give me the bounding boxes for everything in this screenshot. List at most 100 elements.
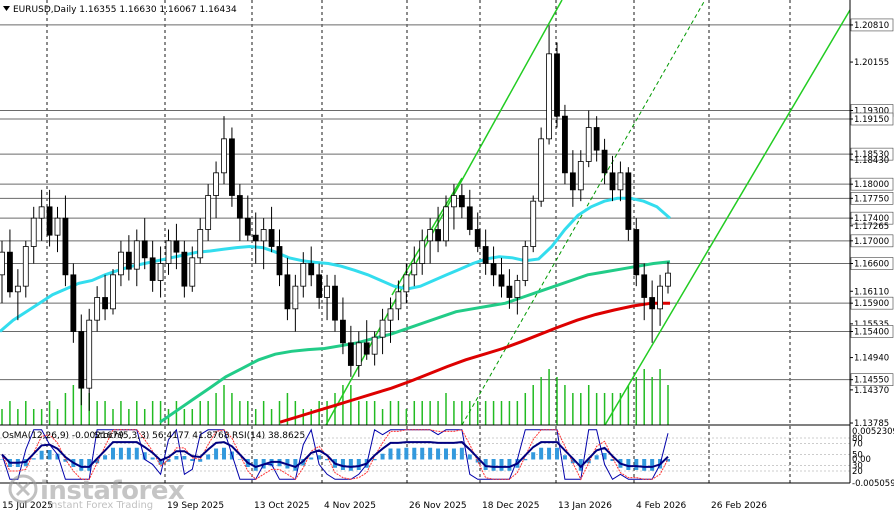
osma-histogram-bar <box>634 459 639 470</box>
osma-histogram-bar <box>103 455 108 460</box>
candle-body <box>54 217 61 236</box>
candle-body <box>577 161 584 191</box>
price-tick-label: 1.18000 <box>854 180 889 190</box>
time-tick-label: 19 Sep 2025 <box>167 501 224 511</box>
candle-body <box>498 274 505 287</box>
osma-histogram-bar <box>578 459 583 471</box>
osma-histogram-bar <box>404 447 409 460</box>
osma-histogram-bar <box>317 455 322 460</box>
candle-body <box>617 172 624 191</box>
rsi-label: RSI(14) 38.8625 <box>232 431 305 441</box>
trend-line-mid <box>461 0 706 426</box>
candle-body <box>141 240 148 259</box>
candle-body <box>308 263 315 276</box>
osma-histogram-bar <box>388 448 393 460</box>
candle-body <box>125 251 132 270</box>
moving-average-line <box>0 196 671 333</box>
candle-body <box>38 206 45 219</box>
osma-histogram-bar <box>253 459 258 471</box>
osma-histogram-bar <box>174 456 179 460</box>
osma-histogram-bar <box>483 459 488 470</box>
candle-body <box>7 251 13 293</box>
symbol-header: EURUSD,Daily 1.16355 1.16630 1.16067 1.1… <box>13 5 237 15</box>
osma-histogram-bar <box>79 459 84 471</box>
candle-body <box>46 206 53 236</box>
osma-histogram-bar <box>142 452 147 460</box>
candle-body <box>554 53 560 117</box>
time-tick-label: 13 Jan 2026 <box>558 501 612 511</box>
candle-body <box>387 308 394 321</box>
candle-body <box>0 251 5 276</box>
candle-body <box>379 319 386 338</box>
osma-histogram-bar <box>562 455 567 460</box>
candle-body <box>665 272 671 287</box>
osma-histogram-bar <box>0 459 4 460</box>
price-tick-label: 1.16110 <box>854 287 889 297</box>
candle-body <box>181 251 188 287</box>
price-tick-label: 1.18430 <box>854 156 889 166</box>
osma-histogram-bar <box>63 459 68 462</box>
price-tick-label: 1.14940 <box>854 354 889 364</box>
time-tick-label: 26 Nov 2025 <box>409 501 467 511</box>
osma-histogram-bar <box>420 447 425 460</box>
time-tick-label: 13 Oct 2025 <box>254 501 310 511</box>
moving-average-line <box>279 301 670 424</box>
candle-body <box>649 297 656 310</box>
candle-body <box>205 195 212 230</box>
osma-histogram-bar <box>182 456 187 460</box>
candle-body <box>332 285 338 321</box>
osma-histogram-bar <box>412 447 417 460</box>
horizontal-levels <box>0 24 850 381</box>
moving-averages <box>0 196 671 424</box>
dropdown-arrow-icon[interactable] <box>3 6 10 11</box>
osma-histogram-bar <box>666 459 670 462</box>
candle-body <box>395 291 402 310</box>
price-tick-label: 1.19300 <box>854 107 889 117</box>
candle-body <box>14 285 21 293</box>
osma-label: OsMA(12,26,9) -0.0021679 <box>2 431 124 441</box>
candle-body <box>213 172 219 196</box>
candle-body <box>78 331 85 389</box>
candle-body <box>585 127 592 162</box>
candle-body <box>419 240 426 264</box>
osma-histogram-bar <box>55 453 60 460</box>
osma-histogram-bar <box>47 450 52 460</box>
trend-line-right <box>604 9 851 426</box>
candle-body <box>252 234 259 242</box>
osma-histogram-bar <box>87 459 92 471</box>
time-tick-label: 18 Dec 2025 <box>482 501 540 511</box>
osma-histogram-bar <box>436 448 441 460</box>
time-tick-label: 15 Jul 2025 <box>2 501 53 511</box>
osma-tick-label: 0.0052309 <box>852 427 894 437</box>
osma-histogram-bar <box>626 459 631 470</box>
osma-histogram-bar <box>531 452 536 460</box>
candle-body <box>443 206 449 242</box>
stoch-main-line <box>1 428 669 481</box>
osma-histogram-bar <box>555 447 559 460</box>
osma-histogram-bar <box>380 453 385 460</box>
candle-body <box>30 217 37 247</box>
candle-body <box>276 246 283 276</box>
price-tick-label: 1.20810 <box>854 21 889 31</box>
candle-body <box>435 229 441 242</box>
candle-body <box>133 240 140 270</box>
price-tick-label: 1.14370 <box>854 386 889 396</box>
osma-histogram-bar <box>642 459 647 471</box>
candle-body <box>482 246 489 264</box>
candle-body <box>324 285 330 298</box>
candle-body <box>490 263 497 276</box>
time-tick-label: 26 Feb 2026 <box>711 501 767 511</box>
osma-histogram-bar <box>237 459 242 460</box>
price-tick-label: 1.15900 <box>854 299 889 309</box>
osma-histogram-bar <box>507 459 512 471</box>
price-tick-label: 1.17400 <box>854 214 889 224</box>
osma-histogram-bar <box>650 459 655 471</box>
osma-histogram-bar <box>340 459 345 470</box>
osma-histogram-bar <box>610 459 615 461</box>
candle-body <box>244 217 251 236</box>
osma-histogram-bar <box>222 447 226 460</box>
osma-histogram-bar <box>150 457 155 460</box>
